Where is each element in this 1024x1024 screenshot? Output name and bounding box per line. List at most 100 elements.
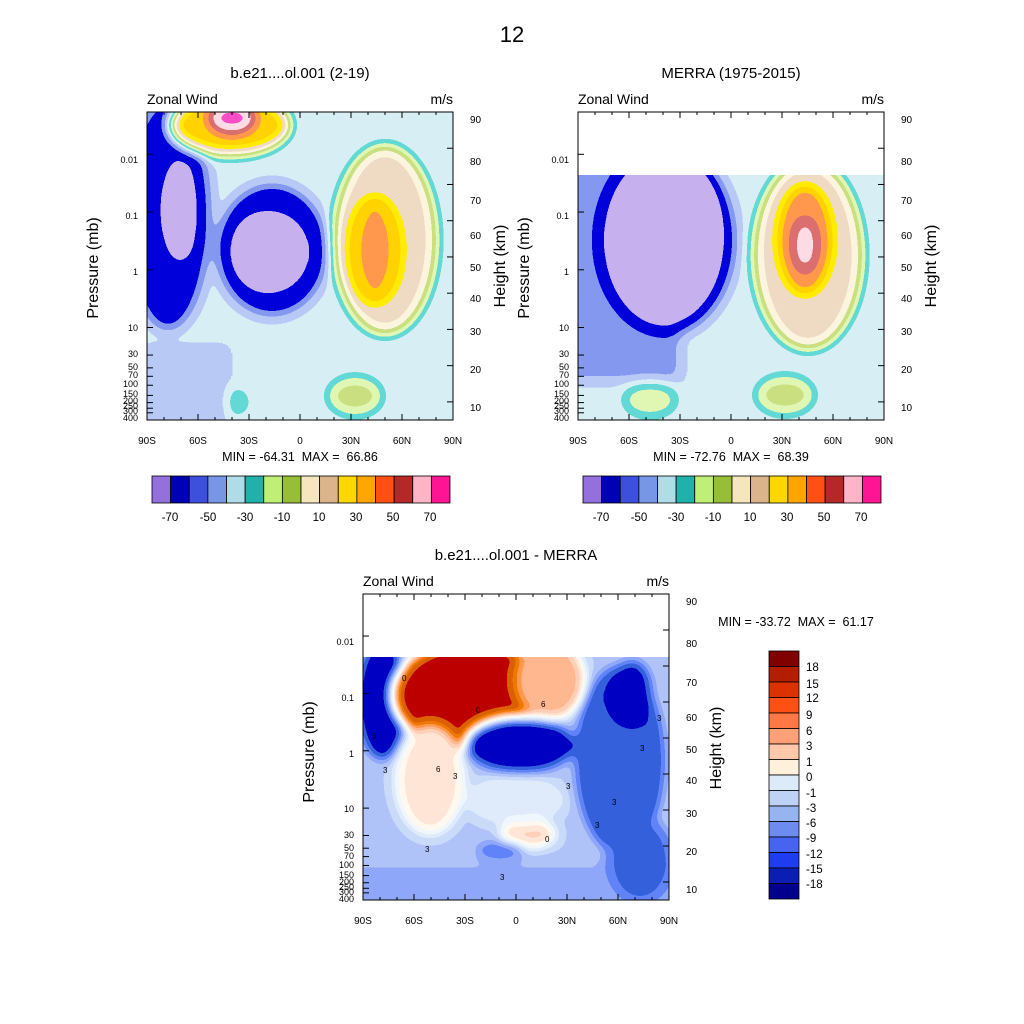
y-tick-label: 0.1 [341, 693, 354, 703]
colorbar-label: 10 [744, 512, 757, 524]
colorbar-swatch [768, 867, 800, 884]
y-right-tick-label: 80 [470, 157, 482, 168]
colorbar-label: 15 [806, 679, 819, 691]
colorbar-label: 50 [387, 512, 400, 524]
panel-diff: b.e21....ol.001 - MERRA Zonal Wind m/s [301, 547, 874, 927]
colorbar-swatch [768, 650, 800, 667]
colorbar-label: 9 [806, 710, 812, 722]
colorbar-swatch [281, 475, 302, 504]
colorbar-swatch [226, 475, 246, 504]
colorbar-label: 18 [806, 662, 819, 674]
y-right-tick-labels: 90 80 70 60 50 40 30 20 10 [901, 115, 913, 414]
stats-label: MIN = -72.76 MAX = 68.39 [653, 450, 809, 464]
colorbar-swatch [861, 475, 882, 504]
x-tick-label: 0 [728, 436, 734, 447]
colorbar-swatch [657, 475, 677, 504]
colorbar-swatch [768, 852, 800, 869]
y-axis-label: Pressure (mb) [85, 217, 102, 318]
contour-field [147, 112, 453, 420]
colorbar-swatch [207, 475, 227, 504]
y-tick-label: 30 [559, 349, 569, 359]
contour-label: 6 [436, 765, 441, 774]
colorbar: -70 -50 -30 -10 10 30 50 70 [582, 475, 882, 524]
y-tick-label: 100 [339, 860, 354, 870]
y-right-tick-label: 50 [470, 263, 482, 274]
x-tick-label: 60N [609, 916, 627, 927]
y-right-tick-label: 20 [901, 365, 913, 376]
colorbar-swatch [768, 883, 800, 900]
contour-label: 3 [595, 821, 600, 830]
contour-field [363, 657, 669, 900]
colorbar-swatch [263, 475, 283, 504]
y-tick-label: 150 [554, 389, 569, 399]
y-tick-label: 400 [339, 894, 354, 904]
colorbar-swatch [638, 475, 658, 504]
colorbar-swatch [787, 475, 807, 504]
colorbar-swatch [768, 790, 800, 807]
y-right-tick-label: 50 [901, 263, 913, 274]
tick-marks [577, 111, 885, 421]
colorbar-label: 12 [806, 693, 819, 705]
y-tick-label: 10 [128, 323, 138, 333]
colorbar-label: 6 [806, 726, 812, 738]
contour-label: 0 [545, 835, 550, 844]
y-right-tick-label: 60 [901, 231, 913, 242]
colorbar-swatch [824, 475, 845, 504]
y-right-tick-label: 40 [686, 776, 698, 787]
x-tick-label: 60S [620, 436, 638, 447]
y-right-tick-label: 10 [686, 885, 698, 896]
y-right-tick-label: 90 [470, 115, 482, 126]
y-tick-label: 0.01 [336, 637, 354, 647]
y-axis-label: Pressure (mb) [301, 701, 318, 802]
y-axis-label-right: Height (km) [923, 225, 940, 308]
x-tick-label: 30N [558, 916, 576, 927]
left-string: Zonal Wind [147, 91, 218, 107]
colorbar-swatch [768, 475, 789, 504]
colorbar-swatch [768, 666, 800, 683]
y-tick-label: 50 [559, 362, 569, 372]
colorbar-swatch [768, 712, 800, 729]
contour-label: 3 [372, 732, 377, 741]
contour-field [578, 175, 884, 420]
colorbar-swatch [768, 681, 800, 698]
colorbar-label: 0 [806, 772, 812, 784]
x-tick-label: 90N [444, 436, 462, 447]
colorbar-swatch [675, 475, 696, 504]
colorbar-swatch [412, 475, 432, 504]
contour-label: 3 [612, 798, 617, 807]
colorbar-label: -6 [806, 818, 816, 830]
figure-title: 12 [500, 22, 524, 47]
y-right-tick-label: 80 [901, 157, 913, 168]
y-tick-label: 150 [123, 389, 138, 399]
colorbar-labels: 18 15 12 9 6 3 1 0 -1 -3 -6 -9 -12 -15 -… [806, 662, 823, 891]
colorbar-label: -1 [806, 788, 816, 800]
y-tick-label: 10 [344, 804, 354, 814]
colorbar-swatch [768, 821, 800, 838]
colorbar-swatch [375, 475, 395, 504]
y-tick-labels: 0.01 0.1 1 10 30 50 70 100 150 200 250 3… [336, 637, 354, 904]
y-tick-label: 70 [344, 851, 354, 861]
colorbar-swatch [731, 475, 752, 504]
contour-label: 0 [402, 674, 407, 683]
x-tick-labels: 90S 60S 30S 0 30N 60N 90N [354, 916, 678, 927]
panel-title: b.e21....ol.001 (2-19) [230, 65, 369, 82]
colorbar-labels: -70 -50 -30 -10 10 30 50 70 [593, 512, 868, 524]
colorbar-label: -50 [200, 512, 217, 524]
colorbar-label: 30 [350, 512, 363, 524]
panel-title: b.e21....ol.001 - MERRA [435, 547, 598, 564]
contour-label: 3 [453, 772, 458, 781]
colorbar-swatch [244, 475, 265, 504]
colorbar-swatch [768, 836, 800, 853]
y-tick-label: 30 [344, 830, 354, 840]
y-tick-label: 10 [559, 323, 569, 333]
y-tick-label: 1 [349, 749, 354, 759]
y-tick-label: 1 [133, 267, 138, 277]
colorbar-label: -50 [631, 512, 648, 524]
y-right-tick-label: 80 [686, 639, 698, 650]
contour-label: 3 [500, 873, 505, 882]
y-tick-label: 0.01 [551, 155, 569, 165]
colorbar-swatch [843, 475, 863, 504]
colorbar-swatch [430, 475, 451, 504]
contour-label: 3 [657, 714, 662, 723]
